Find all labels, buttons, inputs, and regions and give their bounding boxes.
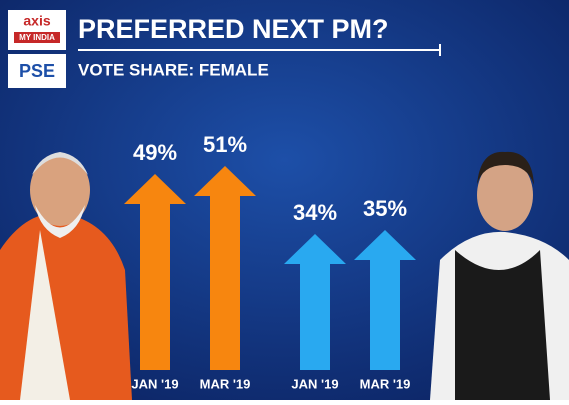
brand-sub: MY INDIA — [19, 33, 55, 42]
bar — [194, 166, 256, 370]
left-person — [0, 152, 132, 400]
bar — [354, 230, 416, 370]
bar — [284, 234, 346, 370]
chart-title: PREFERRED NEXT PM? — [78, 14, 389, 44]
x-tick-label: MAR '19 — [360, 376, 411, 391]
right-person — [430, 151, 569, 400]
value-label: 35% — [363, 196, 407, 221]
logo-box — [8, 54, 66, 88]
brand-strip — [14, 32, 60, 43]
value-label: 34% — [293, 200, 337, 225]
x-tick-label: JAN '19 — [291, 376, 338, 391]
logo-box — [8, 10, 66, 50]
brand: axis — [23, 13, 50, 29]
x-tick-label: JAN '19 — [131, 376, 178, 391]
value-label: 51% — [203, 132, 247, 157]
value-label: 49% — [133, 140, 177, 165]
brand-pse: PSE — [19, 61, 55, 81]
chart-subtitle: VOTE SHARE: FEMALE — [78, 60, 269, 79]
x-tick-label: MAR '19 — [200, 376, 251, 391]
bar — [124, 174, 186, 370]
